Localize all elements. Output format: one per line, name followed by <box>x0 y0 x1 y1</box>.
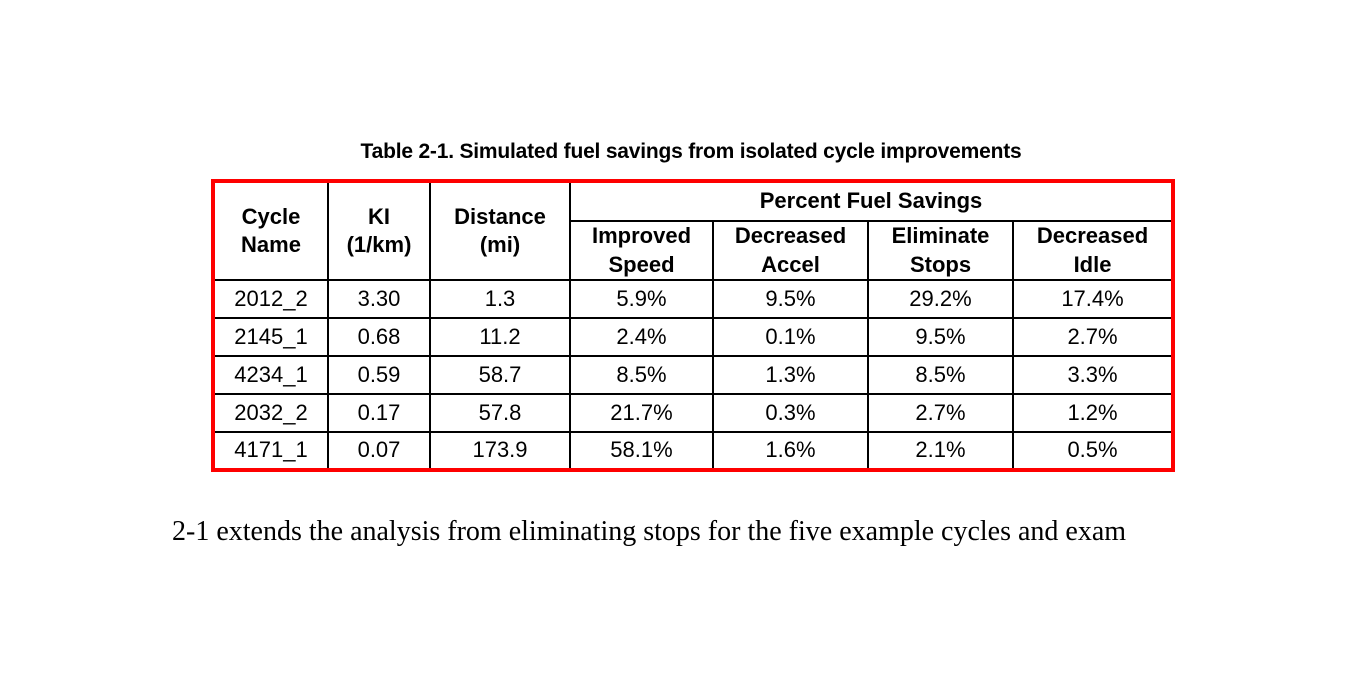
cell-cycle-name: 4171_1 <box>212 431 329 472</box>
cell-decreased-accel: 9.5% <box>712 279 869 320</box>
table-row: 2032_2 0.17 57.8 21.7% 0.3% 2.7% 1.2% <box>212 393 1175 434</box>
col-header-cycle-name: Cycle Name <box>212 179 329 282</box>
cell-improved-speed: 5.9% <box>569 279 714 320</box>
cell-cycle-name: 2032_2 <box>212 393 329 434</box>
cell-eliminate-stops: 9.5% <box>867 317 1014 358</box>
cell-decreased-accel: 1.3% <box>712 355 869 396</box>
col-header-eliminate-stops: Eliminate Stops <box>867 219 1014 282</box>
col-group-header-percent-fuel-savings: Percent Fuel Savings <box>568 180 1175 222</box>
cell-distance: 11.2 <box>429 317 571 358</box>
table-row: 4171_1 0.07 173.9 58.1% 1.6% 2.1% 0.5% <box>212 431 1175 472</box>
cell-decreased-accel: 0.3% <box>712 393 869 434</box>
cell-distance: 57.8 <box>429 393 571 434</box>
cell-ki: 0.59 <box>327 355 431 396</box>
cell-eliminate-stops: 29.2% <box>867 279 1014 320</box>
cell-distance: 1.3 <box>429 279 571 320</box>
cell-distance: 173.9 <box>429 431 571 472</box>
cell-improved-speed: 21.7% <box>569 393 714 434</box>
table-title: Table 2-1. Simulated fuel savings from i… <box>360 140 1022 163</box>
fuel-savings-table: Cycle Name KI (1/km) Distance (mi) Perce… <box>211 179 1176 473</box>
table-row: 2012_2 3.30 1.3 5.9% 9.5% 29.2% 17.4% <box>212 279 1175 320</box>
col-header-decreased-accel: Decreased Accel <box>712 219 869 282</box>
cell-cycle-name: 2145_1 <box>212 317 329 358</box>
cell-decreased-accel: 1.6% <box>712 431 869 472</box>
cell-decreased-idle: 2.7% <box>1011 317 1175 358</box>
table-row: 4234_1 0.59 58.7 8.5% 1.3% 8.5% 3.3% <box>212 355 1175 396</box>
col-header-ki: KI (1/km) <box>327 179 431 282</box>
cell-improved-speed: 58.1% <box>569 431 714 472</box>
header-row-group: Cycle Name KI (1/km) Distance (mi) Perce… <box>212 179 1175 282</box>
cell-eliminate-stops: 8.5% <box>867 355 1014 396</box>
cell-ki: 0.17 <box>327 393 431 434</box>
cell-ki: 0.68 <box>327 317 431 358</box>
col-header-improved-speed: Improved Speed <box>569 219 714 282</box>
cell-ki: 3.30 <box>327 279 431 320</box>
cell-decreased-idle: 1.2% <box>1011 393 1175 434</box>
col-header-distance: Distance (mi) <box>429 179 571 282</box>
cell-decreased-idle: 3.3% <box>1011 355 1175 396</box>
cell-cycle-name: 2012_2 <box>212 279 329 320</box>
cell-ki: 0.07 <box>327 431 431 472</box>
table-row: 2145_1 0.68 11.2 2.4% 0.1% 9.5% 2.7% <box>212 317 1175 358</box>
cell-cycle-name: 4234_1 <box>212 355 329 396</box>
cell-decreased-idle: 0.5% <box>1011 431 1175 472</box>
header-row-sub: Improved Speed Decreased Accel Eliminate… <box>213 219 1175 282</box>
cell-improved-speed: 2.4% <box>569 317 714 358</box>
cell-decreased-idle: 17.4% <box>1011 279 1175 320</box>
cell-eliminate-stops: 2.7% <box>867 393 1014 434</box>
body-paragraph: 2-1 extends the analysis from eliminatin… <box>172 516 1127 547</box>
cell-eliminate-stops: 2.1% <box>867 431 1014 472</box>
col-header-decreased-idle: Decreased Idle <box>1011 219 1175 282</box>
cell-improved-speed: 8.5% <box>569 355 714 396</box>
cell-distance: 58.7 <box>429 355 571 396</box>
cell-decreased-accel: 0.1% <box>712 317 869 358</box>
